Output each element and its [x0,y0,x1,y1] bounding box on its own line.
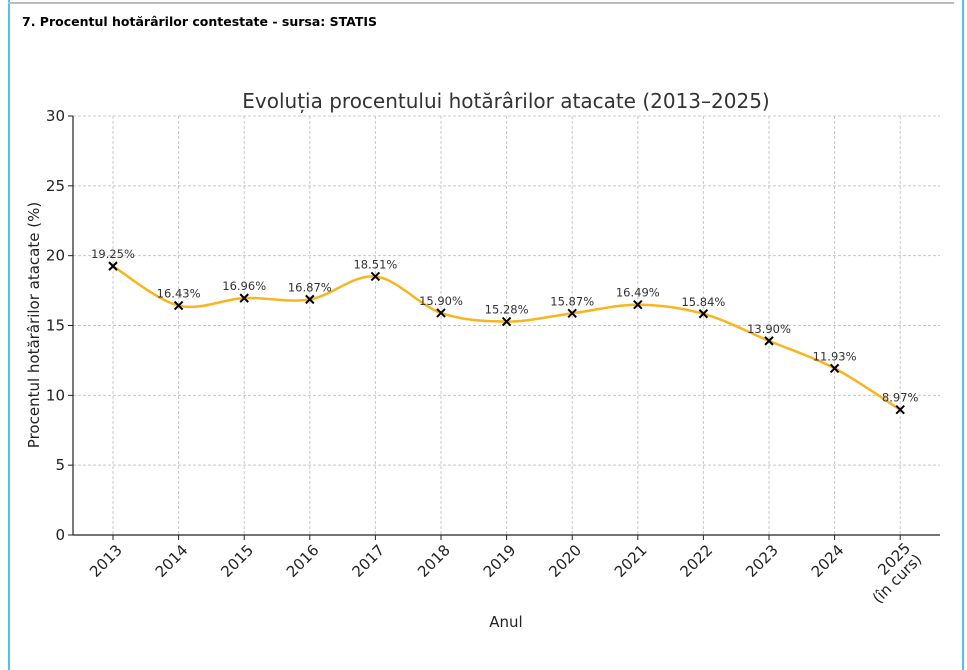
x-tick-label: 2015 [217,541,257,581]
x-tick-label: 2014 [152,541,192,581]
marker-stroke [173,300,184,311]
data-labels: 19.25% 16.43% 16.96% 16.87% 18.51% 15.90% 15.2… [91,247,918,405]
y-tick-label: 30 [46,107,65,125]
data-point-marker [829,363,840,374]
x-tick-label: 2019 [480,541,520,581]
data-point-marker [305,294,315,305]
section-heading: 7. Procentul hotărârilor contestate - su… [22,14,378,29]
x-tick-label-line: 2021 [611,541,651,581]
x-tick-label-line: 2023 [742,541,782,581]
x-tick-label-line: 2018 [414,541,454,581]
data-point-marker [633,299,643,310]
x-tick-label: 2022 [676,541,716,581]
x-tick-label-line: 2013 [86,541,126,581]
data-point-marker [895,405,905,415]
x-tick-label: 2025(în curs) [858,539,926,607]
x-tick-label: 2013 [86,541,126,581]
marker-stroke [305,294,315,305]
content-panel [8,0,964,670]
data-label: 15.28% [485,303,529,317]
chart-title: Evoluția procentului hotărârilor atacate… [242,89,769,113]
data-label: 8.97% [882,391,919,405]
data-label: 16.87% [288,280,332,294]
y-axis-title: Procentul hotărârilor atacate (%) [25,202,43,448]
marker-stroke [436,308,446,318]
data-point-marker [698,309,709,319]
x-tick-label: 2018 [414,541,454,581]
data-point-marker [436,308,446,318]
data-label: 15.87% [550,294,594,308]
data-point-marker [239,293,249,303]
x-tick-label-line: 2016 [283,541,323,581]
x-tick-label-line: 2015 [217,541,257,581]
x-tick-label: 2024 [808,541,848,581]
marker-stroke [895,405,905,415]
data-point-marker [108,261,118,271]
marker-stroke [370,271,381,282]
marker-stroke [764,336,774,346]
y-tick-label: 15 [46,317,65,335]
y-tick-label: 5 [55,456,65,474]
x-tick-label-line: 2014 [152,541,192,581]
x-tick-label-line: 2020 [545,541,585,581]
data-label: 15.84% [681,295,725,309]
x-tick-label-line: 2017 [348,541,388,581]
data-point-marker [567,308,577,319]
data-label: 18.51% [353,257,397,271]
x-tick-label: 2020 [545,541,585,581]
x-tick-label: 2016 [283,541,323,581]
marker-stroke [567,308,577,319]
marker-stroke [501,316,512,327]
x-tick-label: 2017 [348,541,388,581]
data-point-marker [370,271,381,282]
data-label: 19.25% [91,247,135,261]
grid-lines [73,115,940,536]
marker-stroke [239,293,249,303]
data-label: 16.49% [616,286,660,300]
marker-stroke [829,363,840,374]
x-tick-label: 2023 [742,541,782,581]
top-divider [8,2,954,4]
axes: 0 5 10 15 20 25 30 2013 2014 2015 2016 2017 2018 2019… [46,107,940,607]
x-tick-label-line: 2024 [808,541,848,581]
line-chart: 0 5 10 15 20 25 30 2013 2014 2015 2016 2017 2018 2019… [25,89,940,631]
y-tick-label: 20 [46,247,65,265]
data-point-marker [173,300,184,311]
marker-stroke [698,309,709,319]
x-tick-label: 2021 [611,541,651,581]
data-label: 16.43% [157,287,201,301]
data-markers [108,261,905,415]
x-axis-title: Anul [489,613,522,631]
x-tick-label-line: 2022 [676,541,716,581]
y-tick-label: 25 [46,177,65,195]
data-label: 13.90% [747,322,791,336]
data-label: 16.96% [222,279,266,293]
marker-stroke [633,299,643,310]
x-tick-label-line: 2019 [480,541,520,581]
data-point-marker [764,336,774,346]
data-label: 11.93% [813,349,857,363]
data-point-marker [501,316,512,327]
y-tick-label: 0 [55,526,65,544]
y-tick-label: 10 [46,386,65,404]
data-label: 15.90% [419,294,463,308]
marker-stroke [108,261,118,271]
